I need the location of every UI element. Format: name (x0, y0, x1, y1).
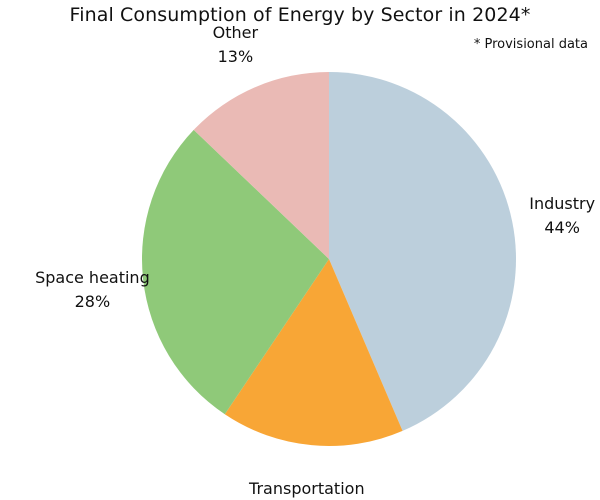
pie-slice-industry (329, 72, 516, 431)
slice-label-industry: Industry (529, 194, 595, 213)
pie-slice-other (193, 72, 329, 259)
chart-title: Final Consumption of Energy by Sector in… (69, 4, 531, 26)
slice-value-industry: 44% (544, 218, 580, 237)
pie-slice-space-heating (142, 129, 329, 415)
provisional-note: * Provisional data (473, 37, 588, 52)
slice-label-transportation: Transportation (248, 479, 365, 498)
slice-label-other: Other (213, 23, 259, 42)
pie-slice-transportation (224, 259, 403, 447)
slice-label-space-heating: Space heating (35, 268, 150, 287)
pie-slices (142, 72, 516, 447)
slice-value-space-heating: 28% (75, 292, 111, 311)
slice-value-other: 13% (218, 47, 254, 66)
